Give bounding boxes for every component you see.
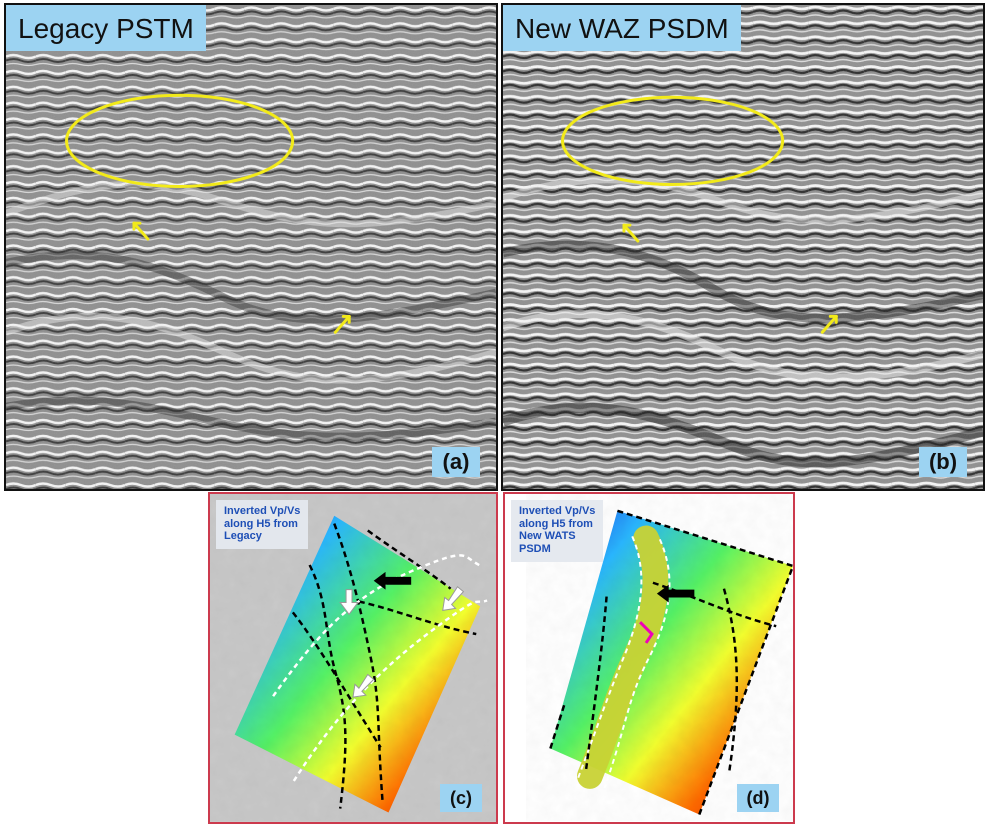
yellow-arrow-annotation (132, 221, 150, 241)
yellow-arrow-annotation (622, 223, 640, 243)
legacy-map-panel: Inverted Vp/Vs along H5 from Legacy (c) (208, 492, 498, 824)
legacy-map-image (210, 494, 496, 822)
black-arrow-annotation (656, 584, 695, 603)
panel-letter: (a) (432, 447, 480, 477)
new-waz-psdm-image (503, 5, 983, 489)
panel-letter: (d) (737, 784, 779, 812)
yellow-arrow-annotation (333, 314, 351, 334)
yellow-arrow-annotation (820, 314, 838, 334)
map-title: Inverted Vp/Vs along H5 from Legacy (216, 500, 309, 549)
new-wats-psdm-map-panel: Inverted Vp/Vs along H5 from New WATS PS… (503, 492, 795, 824)
black-arrow-annotation (373, 571, 412, 590)
yellow-ellipse-annotation (65, 93, 295, 188)
panel-title: New WAZ PSDM (503, 5, 741, 51)
panel-title: Legacy PSTM (6, 5, 206, 51)
legacy-pstm-panel: Legacy PSTM (a) (4, 3, 498, 491)
white-arrow-annotation (352, 673, 375, 698)
white-arrow-annotation (339, 589, 359, 616)
legacy-pstm-image (6, 5, 496, 489)
white-arrow-annotation (442, 585, 465, 611)
panel-letter: (b) (919, 447, 967, 477)
map-title: Inverted Vp/Vs along H5 from New WATS PS… (511, 500, 604, 562)
yellow-ellipse-annotation (561, 95, 785, 187)
new-waz-psdm-panel: New WAZ PSDM (b) (501, 3, 985, 491)
panel-letter: (c) (440, 784, 482, 812)
